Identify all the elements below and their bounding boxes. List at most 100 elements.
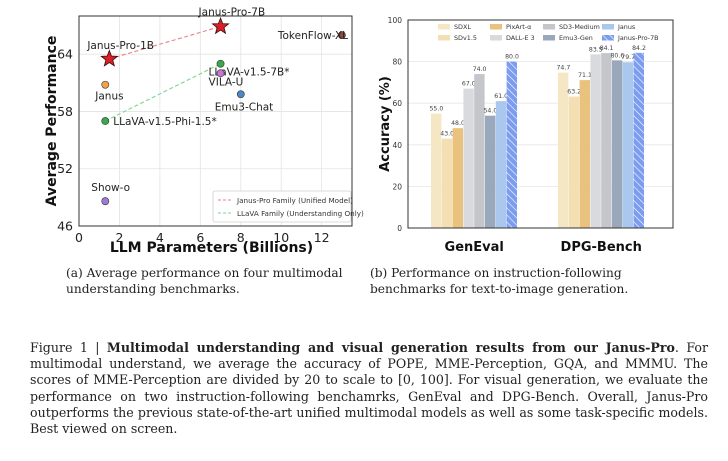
legend-swatch [543, 24, 555, 30]
y-tick-label: 20 [392, 182, 402, 191]
point-label: Janus-Pro-7B [198, 7, 266, 19]
bar-panel: 0 20 40 60 80 100 Accuracy (%) 55.0 43.0 48.0 67.0… [362, 0, 728, 262]
star-point [211, 16, 230, 35]
legend-label: Emu3-Gen [559, 34, 593, 42]
point-label: LLaVA-v1.5-Phi-1.5* [113, 116, 216, 128]
bar [463, 88, 474, 228]
bar [601, 53, 612, 229]
y-tick-label: 80 [392, 58, 402, 67]
bar [485, 115, 496, 228]
bar [452, 128, 463, 228]
bar [474, 74, 485, 228]
subcaption-b: (b) Performance on instruction-following… [370, 266, 629, 296]
bar [590, 54, 601, 228]
bar-value-label: 48.0 [451, 120, 465, 127]
caption-bold: Multimodal understanding and visual gene… [106, 340, 675, 355]
bar-value-label: 43.0 [440, 131, 454, 138]
legend-label: PixArt-α [506, 23, 531, 31]
bar-value-label: 80.0 [505, 54, 519, 61]
category-label: GenEval [445, 240, 504, 255]
legend-swatch [602, 24, 614, 30]
star-point [100, 49, 119, 67]
bar [495, 101, 507, 228]
bar-value-label: 54.0 [484, 108, 498, 115]
x-tick-label: 0 [75, 230, 83, 245]
bar-value-label: 84.1 [600, 45, 614, 52]
legend-label: SDXL [454, 23, 471, 31]
bar-chart: 0 20 40 60 80 100 Accuracy (%) 55.0 43.0 48.0 67.0… [378, 16, 674, 255]
point-label: Janus-Pro-1B [86, 40, 154, 52]
x-tick-label: 4 [156, 230, 164, 245]
bar [558, 72, 569, 229]
point-label: Emu3-Chat [215, 101, 274, 113]
y-tick-label: 40 [392, 141, 402, 150]
legend-label: DALL-E 3 [506, 34, 535, 42]
y-axis-label: Average Performance [44, 36, 60, 207]
legend-label: SDv1.5 [454, 34, 477, 42]
y-tick-label: 58 [57, 104, 73, 119]
point-label: LLaVA-v1.5-7B* [209, 67, 290, 79]
legend-swatch [490, 24, 502, 30]
caption-label: Figure 1 | [30, 340, 107, 355]
bar [633, 52, 644, 228]
bar-value-label: 55.0 [430, 106, 444, 113]
circle-point [101, 80, 110, 89]
point-label: Show-o [91, 182, 130, 194]
family-line [105, 63, 221, 122]
bar [612, 60, 623, 228]
bar-value-label: 67.0 [462, 81, 476, 88]
circle-point [101, 197, 110, 206]
x-tick-label: 6 [196, 230, 204, 245]
bar-value-label: 61.0 [494, 93, 508, 100]
legend-swatch [602, 35, 614, 41]
bar-value-label: 71.1 [578, 72, 592, 79]
circle-point [101, 117, 110, 125]
bar-value-label: 79.7 [621, 54, 635, 61]
x-tick-label: 10 [273, 230, 289, 245]
legend-label: Janus [617, 23, 636, 31]
y-tick-label: 100 [388, 16, 403, 25]
point-label: Janus [94, 91, 123, 103]
figure-caption: Figure 1 | Multimodal understanding and … [30, 340, 708, 437]
circle-point [236, 90, 245, 99]
bar-value-label: 74.7 [557, 65, 571, 72]
legend-swatch [438, 35, 450, 41]
legend-label: LLaVA Family (Understanding Only) [237, 209, 364, 218]
x-tick-label: 8 [237, 230, 245, 245]
point-label: TokenFlow-XL [277, 30, 348, 42]
bar-value-label: 84.2 [632, 45, 646, 52]
circle-point [337, 31, 346, 39]
scatter-panel: 0 2 4 6 8 10 12 46 52 58 64 LLM Parameters (Billion… [0, 0, 370, 262]
subcaption-a: (a) Average performance on four multimod… [66, 266, 343, 296]
legend-swatch [490, 35, 502, 41]
y-tick-label: 64 [57, 47, 73, 62]
y-tick-label: 52 [57, 161, 73, 176]
bar-value-label: 63.2 [567, 89, 581, 96]
bar [506, 61, 517, 228]
plot-frame [407, 19, 674, 229]
y-axis-label: Accuracy (%) [378, 76, 393, 172]
bar-value-label: 83.5 [589, 46, 603, 53]
caption-rest: . For multimodal understand, we average … [30, 340, 708, 437]
legend-label: SD3-Medium [559, 23, 600, 31]
legend-box [212, 190, 352, 223]
x-tick-label: 2 [115, 230, 123, 245]
bar [568, 96, 580, 228]
circle-point [216, 69, 225, 78]
y-tick-label: 60 [392, 99, 402, 108]
legend-label: Janus-Pro-7B [617, 34, 659, 42]
legend-swatch [543, 35, 555, 41]
category-label: DPG-Bench [561, 240, 642, 255]
y-tick-label: 0 [397, 224, 402, 233]
bar [441, 138, 453, 228]
bar [622, 62, 634, 228]
bar [431, 113, 442, 228]
x-axis-label: LLM Parameters (Billions) [110, 240, 313, 256]
plot-frame [78, 15, 353, 227]
bar-value-label: 80.6 [611, 52, 625, 59]
y-tick-label: 46 [57, 219, 73, 234]
point-label: VILA-U [209, 76, 244, 88]
circle-point [216, 59, 225, 68]
